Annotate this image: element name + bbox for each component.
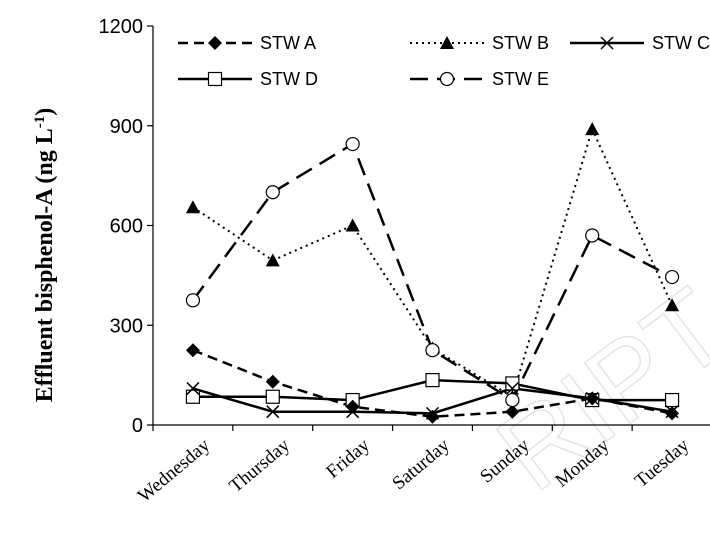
x-tick-label: Friday <box>322 434 374 482</box>
data-point <box>505 404 520 419</box>
data-point <box>265 253 280 267</box>
data-point <box>585 228 600 243</box>
x-tick-label: Wednesday <box>134 434 215 506</box>
y-tick-label: 1200 <box>99 16 144 38</box>
legend-label: STW A <box>260 33 316 53</box>
data-point <box>266 405 280 419</box>
data-point <box>425 373 440 388</box>
data-point <box>425 343 440 358</box>
data-point <box>207 71 223 87</box>
legend-label: STW E <box>492 69 549 89</box>
data-point <box>425 409 440 424</box>
data-point <box>505 392 520 408</box>
data-point <box>185 343 200 358</box>
y-tick-label: 900 <box>110 116 143 138</box>
x-tick-label: Thursday <box>226 434 295 497</box>
data-point <box>185 200 200 214</box>
x-tick-label: Saturday <box>388 434 454 494</box>
data-point <box>265 185 280 200</box>
legend-label: STW D <box>260 69 318 89</box>
data-point <box>265 389 280 404</box>
data-point <box>585 391 600 406</box>
legend-item: STW A <box>178 33 316 53</box>
data-point <box>208 36 222 50</box>
data-point <box>185 293 201 308</box>
data-point <box>665 406 680 421</box>
legend-item: STW C <box>570 33 710 53</box>
data-point <box>345 399 360 414</box>
legend: STW A STW B STW C STW D STW E <box>178 33 710 89</box>
series-layer <box>185 122 680 424</box>
y-tick-label: 0 <box>132 415 143 437</box>
data-point <box>185 389 201 404</box>
data-point <box>600 36 614 50</box>
y-tick-label: 300 <box>110 315 143 337</box>
data-point <box>440 36 454 49</box>
data-point <box>665 298 680 312</box>
legend-item: STW E <box>410 69 549 89</box>
legend-label: STW B <box>492 33 549 53</box>
y-axis: 0 300 600 900 1200 <box>99 16 154 437</box>
data-point <box>345 136 360 152</box>
data-point <box>664 392 680 408</box>
data-point <box>345 218 360 232</box>
legend-label: STW C <box>652 33 710 53</box>
data-point <box>664 269 680 285</box>
data-point <box>265 374 280 389</box>
legend-item: STW D <box>178 69 318 89</box>
data-point <box>439 71 455 87</box>
y-tick-label: 600 <box>110 216 143 238</box>
data-point <box>186 381 200 395</box>
data-point <box>585 122 600 136</box>
legend-item: STW B <box>410 33 549 53</box>
y-axis-label: Effluent bisphenol-A (ng L-1) <box>32 108 58 403</box>
data-point <box>505 381 519 395</box>
